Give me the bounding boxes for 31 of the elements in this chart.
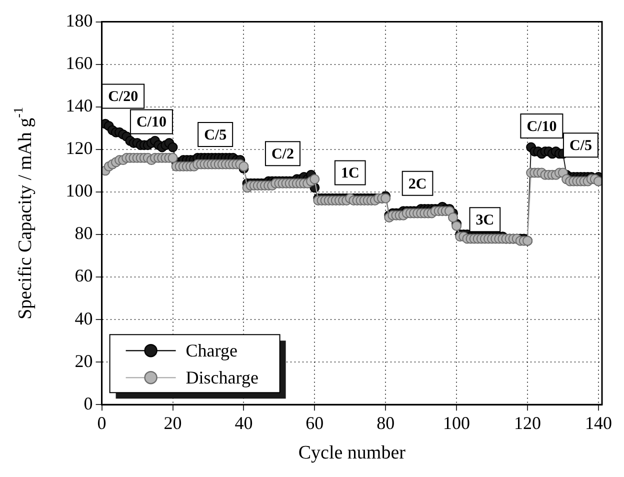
x-tick-label: 120 xyxy=(514,413,541,434)
x-tick-label: 100 xyxy=(443,413,470,434)
annotation: C/5 xyxy=(569,138,592,154)
annotation: C/10 xyxy=(526,118,557,135)
y-tick-label: 160 xyxy=(66,53,93,74)
annotation: 1C xyxy=(340,166,360,182)
annotation: C/2 xyxy=(271,146,294,163)
legend-label: Charge xyxy=(186,340,238,360)
y-tick-label: 120 xyxy=(66,138,93,158)
x-tick-label: 40 xyxy=(234,413,253,434)
x-tick-label: 20 xyxy=(164,413,182,434)
y-tick-label: 80 xyxy=(74,223,93,244)
y-tick-label: 0 xyxy=(84,393,93,414)
annotation: 3C xyxy=(476,212,494,228)
y-tick-label: 180 xyxy=(66,10,93,31)
x-tick-label: 140 xyxy=(584,413,612,434)
x-tick-label: 0 xyxy=(97,413,106,434)
y-tick-label: 60 xyxy=(74,266,93,286)
x-tick-label: 80 xyxy=(376,413,395,434)
x-axis-title: Cycle number xyxy=(298,442,406,464)
annotation: C/5 xyxy=(204,127,227,144)
y-tick-label: 100 xyxy=(66,180,93,201)
annotation: 2C xyxy=(408,176,427,192)
annotation: C/20 xyxy=(108,89,138,106)
annotation: C/10 xyxy=(136,114,166,131)
y-tick-label: 20 xyxy=(74,350,93,371)
legend-label: Discharge xyxy=(186,367,258,388)
y-axis-title: Specific Capacity / mAh g-1 xyxy=(10,106,36,320)
y-tick-label: 140 xyxy=(66,96,93,116)
y-tick-label: 40 xyxy=(74,308,93,328)
x-tick-label: 60 xyxy=(306,413,324,434)
